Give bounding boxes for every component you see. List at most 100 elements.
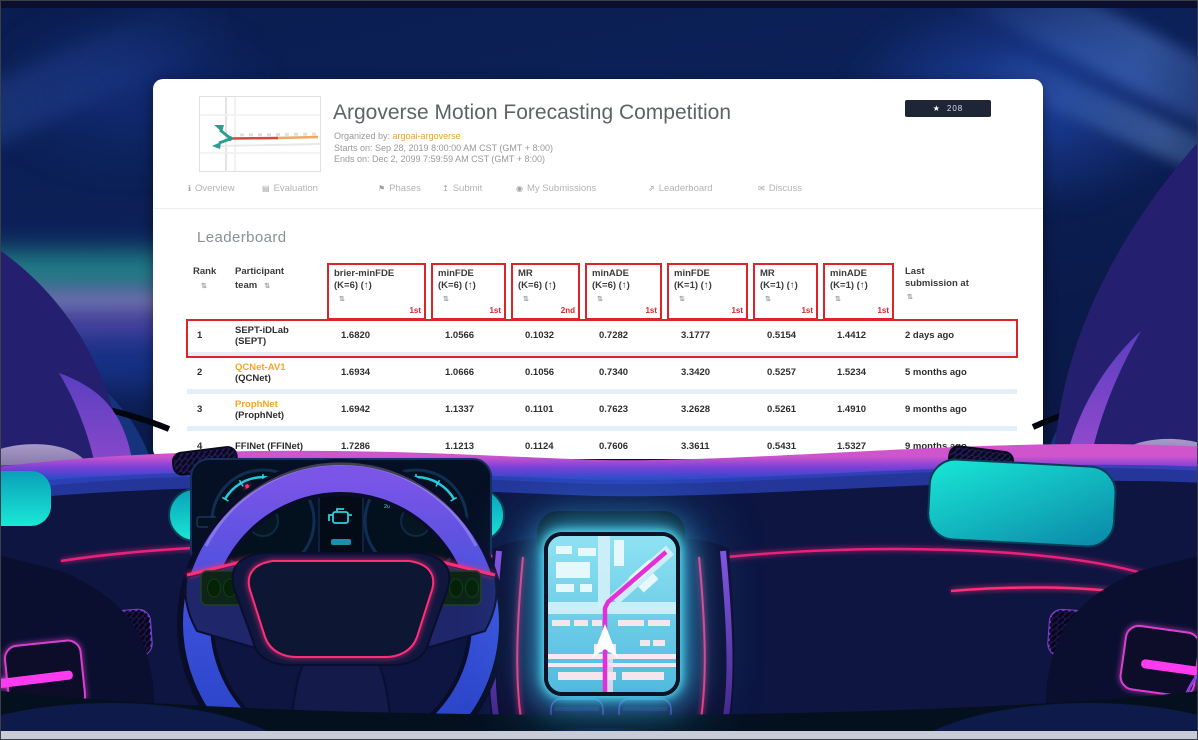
star-count-badge[interactable]: ★ 208 (905, 100, 991, 117)
sort-icon[interactable]: ⇅ (523, 296, 529, 303)
rank-badge: 1st (877, 306, 889, 315)
comment-icon: ✉ (758, 184, 765, 193)
sort-icon[interactable]: ⇅ (201, 282, 207, 290)
metric-value: 0.1032 (525, 330, 555, 341)
team-name-secondary: (ProphNet) (235, 409, 285, 421)
sort-icon[interactable]: ⇅ (443, 296, 449, 303)
starts-on-line: Starts on: Sep 28, 2019 8:00:00 AM CST (… (334, 143, 554, 153)
cluster-center-display (318, 486, 364, 558)
gps-navigation-screen (544, 532, 680, 696)
leaderboard-chart-icon: ⇗ (648, 184, 655, 193)
tab-label: Submit (452, 183, 483, 194)
rank-badge: 1st (409, 306, 421, 315)
metric-value: 1.7286 (341, 441, 371, 452)
rank-badge: 1st (645, 306, 657, 315)
tab-leaderboard[interactable]: ⇗ Leaderboard (648, 183, 713, 194)
metric-value: 1.5234 (837, 367, 867, 378)
eye-icon: ◉ (516, 184, 523, 193)
competition-page-card: Argoverse Motion Forecasting Competition… (153, 79, 1043, 459)
column-header-mr[interactable]: MR (K=6) (↑) ⇅ 2nd (511, 263, 580, 320)
mph-label: MPH (410, 555, 422, 561)
leaderboard-body: 1 SEPT-iDLab (SEPT) 1.6820 1.0566 0.1032 0.728… (186, 318, 1018, 459)
column-header-minade[interactable]: minADE (K=6) (↑) ⇅ 1st (585, 263, 662, 320)
column-header-mr[interactable]: MR (K=1) (↑) ⇅ 1st (753, 263, 818, 320)
header-label: MR (760, 268, 775, 279)
header-label: minADE (592, 268, 629, 279)
svg-text:80: 80 (413, 488, 419, 494)
metric-value: 1.6934 (341, 367, 371, 378)
column-header-participant[interactable]: Participant team ⇅ (231, 263, 327, 292)
left-side-mirror (1, 444, 97, 532)
metric-value: 3.1777 (681, 330, 711, 341)
sort-icon[interactable]: ⇅ (679, 296, 685, 303)
team-cell: QCNet-AV1 (QCNet) (231, 362, 327, 384)
team-name-secondary: (QCNet) (235, 372, 271, 384)
tab-label: Overview (195, 183, 235, 194)
tab-overview[interactable]: ℹ Overview (188, 183, 235, 194)
leaderboard-heading: Leaderboard (197, 229, 287, 246)
sort-icon[interactable]: ⇅ (765, 296, 771, 303)
team-cell: ProphNet (ProphNet) (231, 399, 327, 421)
sort-icon[interactable]: ⇅ (835, 296, 841, 303)
steering-wheel (177, 459, 505, 739)
table-row: 2 QCNet-AV1 (QCNet) 1.6934 1.0666 0.1056 0.734… (187, 356, 1017, 394)
sort-icon[interactable]: ⇅ (597, 296, 603, 303)
column-header-minade[interactable]: minADE (K=1) (↑) ⇅ 1st (823, 263, 894, 320)
metric-value: 3.2628 (681, 404, 711, 415)
organizer-link[interactable]: argoai-argoverse (392, 131, 461, 141)
metric-value: 0.7340 (599, 367, 629, 378)
column-header-last[interactable]: Last submission at ⇅ (899, 263, 1017, 304)
tab-discuss[interactable]: ✉ Discuss (758, 183, 802, 194)
team-name-link[interactable]: QCNet-AV1 (235, 361, 286, 373)
tab-submit[interactable]: ↥ Submit (442, 183, 482, 194)
sort-icon[interactable]: ⇅ (907, 294, 913, 301)
svg-text:40: 40 (244, 491, 250, 497)
sort-icon[interactable]: ⇅ (264, 282, 271, 290)
header-label: minADE (830, 268, 867, 279)
last-submission-cell: 9 months ago (905, 404, 967, 415)
leaderboard-header-row: Rank ⇅ Participant team ⇅ brier-minFDE (K=6) (… (187, 263, 1017, 320)
svg-text:140: 140 (442, 504, 451, 510)
metric-value: 0.7282 (599, 330, 629, 341)
metric-value: 1.5327 (837, 441, 867, 452)
column-header-minfde[interactable]: minFDE (K=1) (↑) ⇅ 1st (667, 263, 748, 320)
tab-evaluation[interactable]: ▤ Evaluation (262, 183, 318, 194)
metric-value: 0.1056 (525, 367, 555, 378)
metric-value: 0.1124 (525, 441, 554, 452)
metric-value: 1.6820 (341, 330, 371, 341)
column-header-minfde[interactable]: minFDE (K=6) (↑) ⇅ 1st (431, 263, 506, 320)
team-name-link[interactable]: ProphNet (235, 398, 278, 410)
info-icon: ℹ (188, 184, 192, 193)
column-header-rank[interactable]: Rank ⇅ (187, 263, 231, 292)
header-label: (K=6) (↑) (334, 279, 372, 291)
star-count: 208 (946, 104, 964, 113)
far-left-teal-strip (1, 471, 51, 526)
trajectory-plot (200, 97, 321, 171)
header-label: MR (518, 268, 533, 279)
svg-text:20: 20 (231, 504, 237, 510)
tab-phases[interactable]: ⚑ Phases (378, 183, 421, 194)
mph-gauge: 20 60 80 100 140 160 MPH (363, 468, 469, 574)
svg-text:80: 80 (277, 491, 283, 497)
gps-map (548, 536, 676, 692)
metric-value: 1.0566 (445, 330, 475, 341)
header-label: Participant (235, 266, 285, 277)
header-label: (K=1) (↑) (760, 279, 798, 291)
table-row: 1 SEPT-iDLab (SEPT) 1.6820 1.0566 0.1032 0.728… (186, 318, 1018, 358)
column-header-brier-minfde[interactable]: brier-minFDE (K=6) (↑) ⇅ 1st (327, 263, 426, 320)
svg-text:160: 160 (448, 521, 457, 527)
metric-value: 1.1213 (445, 441, 475, 452)
team-name-secondary: (SEPT) (235, 335, 267, 347)
metric-value: 0.5261 (767, 404, 797, 415)
metric-value: 3.3420 (681, 367, 711, 378)
sort-icon[interactable]: ⇅ (339, 296, 345, 303)
bottom-border-band (1, 731, 1197, 739)
rank-cell: 3 (197, 404, 203, 415)
right-door-glass (1031, 321, 1197, 739)
metric-value: 0.1101 (525, 404, 554, 415)
star-icon: ★ (932, 104, 940, 113)
tab-my-submissions[interactable]: ◉ My Submissions (516, 183, 596, 194)
instrument-cluster: 20 40 60 80 REV (190, 458, 492, 574)
rev-gauge: 20 40 60 80 REV (196, 468, 316, 574)
